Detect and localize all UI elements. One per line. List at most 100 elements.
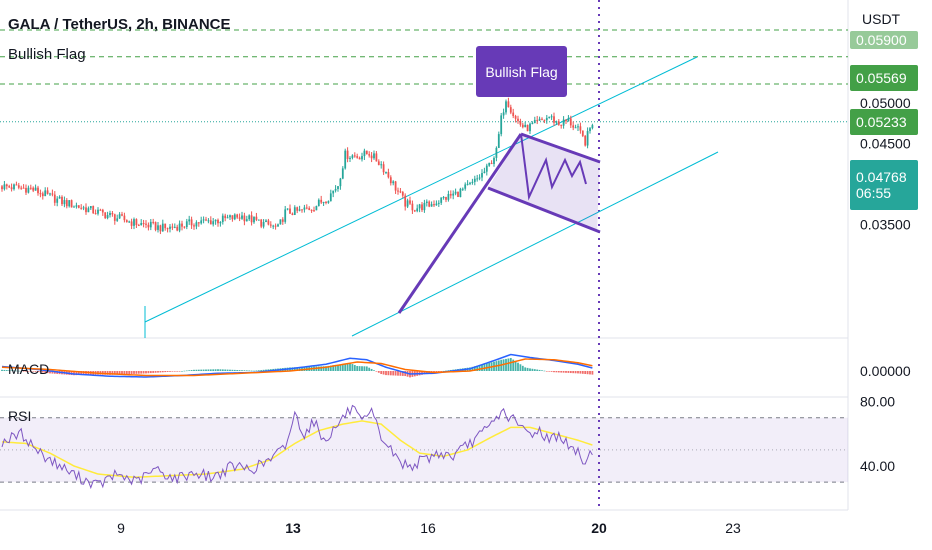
candle-body [476,178,479,180]
candle-body [358,157,361,160]
candle-body [164,223,167,229]
candle-body [411,203,414,211]
candle-body [375,153,378,162]
macd-histogram-bar [377,371,380,373]
candle-body [135,219,138,226]
macd-histogram-bar [183,370,186,372]
macd-histogram-bar [257,370,260,371]
candle-body [41,193,44,197]
rsi-band [0,417,848,483]
candle-body [233,214,236,220]
candle-body [217,219,219,224]
candle-body [224,215,227,219]
macd-histogram-bar [1,369,3,371]
macd-histogram-bar [125,371,128,375]
candle-body [349,157,351,159]
macd-histogram-bar [440,371,443,372]
macd-histogram-bar [46,371,49,374]
macd-histogram-bar [118,371,121,375]
macd-histogram-bar [152,371,155,373]
macd-histogram-bar [437,371,440,372]
candle-body [565,119,567,122]
candle-body [70,200,73,208]
candle-body [325,202,327,204]
macd-histogram-bar [502,359,505,371]
candle-body [502,112,505,116]
candle-body [260,219,263,227]
macd-histogram-bar [471,366,474,371]
candle-body [274,225,277,227]
candle-body [46,190,49,194]
candle-body [461,188,464,190]
macd-histogram-bar [231,369,234,371]
candle-body [185,221,188,228]
candle-body [39,193,42,195]
macd-histogram-bar [51,371,54,374]
macd-histogram-bar [219,369,222,371]
macd-histogram-bar [73,371,75,376]
candle-body [265,220,267,223]
macd-histogram-bar [200,369,203,371]
macd-histogram-bar [543,370,546,372]
candle-body [44,190,47,197]
macd-histogram-bar [397,371,399,376]
macd-histogram-bar [569,371,572,374]
bullish-flag-badge[interactable]: Bullish Flag [476,46,567,97]
candle-body [550,116,553,118]
candle-body [272,225,275,227]
candle-body [562,119,565,126]
candle-body [248,215,251,220]
macd-histogram-bar [214,369,217,371]
candle-body [281,219,284,222]
macd-histogram-bar [154,371,157,373]
macd-histogram-bar [233,369,236,371]
candle-body [469,182,471,184]
candle-body [377,161,380,165]
macd-histogram-bar [423,371,426,375]
candle-body [569,118,572,126]
candle-body [161,223,164,232]
indicator-label-bullish-flag: Bullish Flag [8,46,86,63]
macd-histogram-bar [17,370,20,372]
last-price-tag: 0.04768 06:55 [850,160,918,210]
candle-body [68,200,71,207]
candle-body [157,225,159,230]
macd-histogram-bar [190,370,193,371]
candle-body [416,208,419,212]
candle-body [337,186,339,190]
candle-body [89,206,92,209]
macd-histogram-bar [512,359,515,371]
macd-histogram-bar [320,366,323,371]
candle-body [505,101,507,113]
macd-histogram-bar [140,371,143,374]
macd-histogram-bar [370,368,373,371]
candle-body [445,197,447,200]
candle-body [173,226,176,228]
candle-body [121,214,123,216]
candle-body [17,185,20,188]
macd-histogram-bar [349,363,351,371]
rsi-axis-label: 80.00 [860,394,895,410]
candle-body [82,207,85,209]
macd-histogram-bar [106,371,109,375]
macd-histogram-bar [375,371,378,372]
candle-body [286,208,289,210]
candle-body [401,192,404,196]
candle-body [413,210,416,212]
macd-histogram-bar [80,371,83,376]
candle-body [536,119,539,121]
candle-body [104,212,107,219]
macd-histogram-bar [229,369,231,371]
macd-histogram-bar [133,371,135,374]
candle-body [313,210,315,212]
rsi-ma-line [1,420,593,479]
macd-histogram-bar [519,364,522,371]
candle-body [428,201,431,207]
time-axis-label: 9 [117,520,125,536]
candle-body [51,193,54,195]
candle-body [298,209,301,211]
candle-body [344,150,347,169]
candle-body [279,219,282,225]
candle-body [353,155,356,157]
